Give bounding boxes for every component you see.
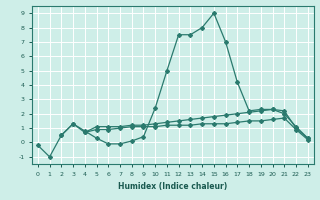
- X-axis label: Humidex (Indice chaleur): Humidex (Indice chaleur): [118, 182, 228, 191]
